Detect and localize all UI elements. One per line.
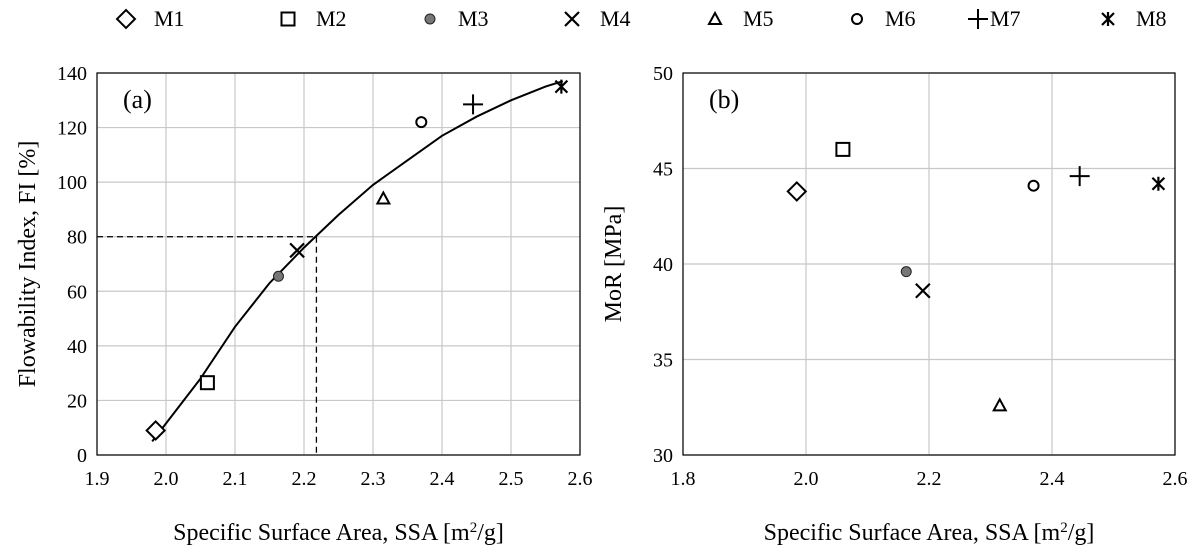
panel-label-b: (b) (709, 85, 739, 114)
tick-labels-a: 1.9 2.0 2.1 2.2 2.3 2.4 2.5 2.6 0 20 40 60 80 100 120 1… (57, 63, 593, 490)
legend-marker-m1 (115, 8, 137, 30)
data-point-m8 (554, 79, 569, 94)
plot-frame-a (96, 72, 581, 456)
y-tick-label: 30 (653, 445, 673, 467)
y-tick-label: 140 (57, 63, 87, 85)
data-point-m5 (375, 190, 392, 205)
data-point-m4 (915, 282, 931, 299)
x-tick-label: 2.6 (568, 468, 593, 490)
x-axis-label-b-main: Specific Surface Area, SSA [m (764, 520, 1061, 546)
legend-label-m1: M1 (154, 6, 185, 31)
x-axis-label-a-end: /g] (477, 520, 504, 546)
legend-marker-m8 (1101, 12, 1115, 26)
x-tick-label: 2.2 (292, 468, 317, 490)
grid-a (96, 72, 581, 456)
data-point-m7 (1069, 166, 1090, 187)
data-point-m6 (415, 116, 428, 129)
legend-label-m3: M3 (458, 6, 489, 31)
data-point-m7 (463, 94, 484, 115)
data-point-m2 (835, 141, 851, 157)
data-point-m8 (1151, 176, 1166, 191)
data-point-m6 (1027, 179, 1040, 192)
x-tick-label: 1.8 (671, 468, 696, 490)
y-tick-label: 35 (653, 350, 673, 372)
y-tick-label: 60 (67, 281, 87, 303)
y-tick-label: 40 (653, 254, 673, 276)
legend-marker-m3 (424, 13, 436, 25)
legend-marker-m5 (707, 10, 723, 25)
y-axis-label-a: Flowability Index, FI [%] (15, 141, 41, 388)
data-point-m1 (786, 181, 808, 202)
x-axis-label-b-sup: 2 (1060, 520, 1068, 536)
x-tick-label: 2.1 (223, 468, 248, 490)
legend-label-m4: M4 (600, 6, 631, 31)
y-tick-label: 20 (67, 390, 87, 412)
x-axis-label-a-sup: 2 (470, 520, 478, 536)
legend-label-m6: M6 (885, 6, 916, 31)
legend-label-m7: M7 (990, 6, 1021, 31)
y-tick-label: 50 (653, 63, 673, 85)
tick-labels-b: 1.8 2.0 2.2 2.4 2.6 30 35 40 45 50 (653, 63, 1188, 490)
panel-b: 1.8 2.0 2.2 2.4 2.6 30 35 40 45 50 (b) Specific S… (601, 63, 1188, 546)
legend-marker-m4 (564, 11, 580, 27)
x-axis-label-a-main: Specific Surface Area, SSA [m (173, 520, 470, 546)
y-tick-label: 0 (77, 445, 87, 467)
legend: M1 M2 M3 M4 M5 M6 M7 M8 (115, 6, 1167, 31)
x-tick-label: 2.3 (361, 468, 386, 490)
y-tick-label: 120 (57, 118, 87, 140)
y-tick-label: 40 (67, 336, 87, 358)
y-tick-label: 45 (653, 159, 673, 181)
legend-label-m5: M5 (743, 6, 774, 31)
x-tick-label: 1.9 (85, 468, 110, 490)
data-point-m3 (272, 270, 284, 282)
x-tick-label: 2.2 (917, 468, 942, 490)
legend-marker-m2 (280, 11, 296, 27)
legend-marker-m7 (968, 9, 988, 29)
data-point-m4 (289, 242, 305, 259)
data-point-m1 (145, 420, 167, 441)
y-tick-label: 80 (67, 227, 87, 249)
data-points-b (786, 141, 1166, 412)
data-point-m2 (199, 375, 215, 391)
x-tick-label: 2.4 (1040, 468, 1065, 490)
x-axis-label-b: Specific Surface Area, SSA [m2/g] (764, 520, 1095, 546)
data-point-m5 (992, 397, 1008, 412)
data-point-m3 (900, 266, 912, 278)
trend-curve-a (151, 80, 564, 443)
data-points-a (145, 79, 569, 441)
reference-lines-a (97, 236, 318, 455)
x-axis-label-a: Specific Surface Area, SSA [m2/g] (173, 520, 504, 546)
x-tick-label: 2.0 (794, 468, 819, 490)
y-tick-label: 100 (57, 172, 87, 194)
plot-frame-b (682, 72, 1176, 456)
x-axis-label-b-end: /g] (1068, 520, 1095, 546)
legend-marker-m6 (851, 13, 863, 25)
x-tick-label: 2.6 (1163, 468, 1188, 490)
x-tick-label: 2.5 (499, 468, 524, 490)
y-axis-label-b: MoR [MPa] (601, 206, 627, 323)
panel-label-a: (a) (123, 85, 152, 114)
legend-label-m2: M2 (316, 6, 347, 31)
grid-b (682, 72, 1176, 456)
x-tick-label: 2.0 (154, 468, 179, 490)
x-tick-label: 2.4 (430, 468, 455, 490)
legend-label-m8: M8 (1136, 6, 1167, 31)
panel-a: 1.9 2.0 2.1 2.2 2.3 2.4 2.5 2.6 0 20 40 60 80 100 120 1… (15, 63, 593, 546)
